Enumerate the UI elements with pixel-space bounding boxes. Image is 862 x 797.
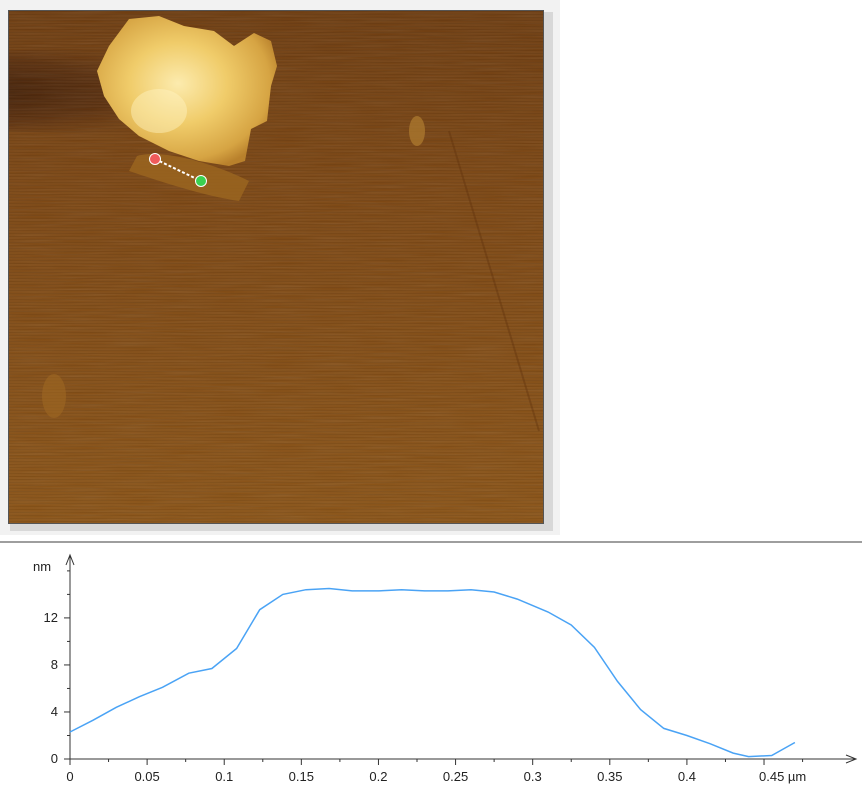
x-axis-arrow [845, 754, 858, 764]
x-tick-label: 0 [66, 769, 73, 784]
x-tick-label: 0.05 [134, 769, 159, 784]
chart-axes [65, 553, 858, 764]
x-tick-label: 0.4 [678, 769, 696, 784]
image-shadow-right [543, 12, 553, 528]
surface-scratch [448, 130, 540, 432]
image-shadow-bottom [10, 523, 553, 531]
y-tick-label: 8 [51, 657, 58, 672]
scan-lines [9, 11, 543, 523]
flake-highlight [131, 89, 187, 133]
profile-start-marker[interactable] [149, 153, 161, 165]
surface-bump [42, 374, 66, 418]
y-axis-label: nm [33, 559, 51, 574]
profile-line[interactable] [154, 158, 202, 182]
flake-step [129, 153, 249, 201]
x-tick-label: 0.25 [443, 769, 468, 784]
x-tick-label: 0.15 [289, 769, 314, 784]
panel-divider [0, 541, 862, 543]
profile-series-line [69, 587, 796, 758]
particle-flake [97, 16, 277, 166]
profile-end-marker[interactable] [195, 175, 207, 187]
y-tick-label: 4 [51, 704, 58, 719]
y-tick-label: 0 [51, 751, 58, 766]
x-tick-label: 0.3 [524, 769, 542, 784]
x-tick-label: 0.1 [215, 769, 233, 784]
small-particle [409, 116, 425, 146]
x-tick-label: 0.45 µm [759, 769, 806, 784]
y-axis-arrow [65, 553, 75, 566]
afm-height-image[interactable] [8, 10, 544, 524]
x-tick-label: 0.2 [369, 769, 387, 784]
y-tick-label: 12 [44, 610, 58, 625]
afm-image-panel [0, 0, 560, 535]
chart-ticks: 0 4 8 12 0 0.05 0.1 0.15 0.2 0.25 0.3 0.35 0.4 0.45 µ… [44, 570, 806, 784]
x-tick-label: 0.35 [597, 769, 622, 784]
height-profile-chart: 0 4 8 12 0 0.05 0.1 0.15 0.2 0.25 0.3 0.35 0.4 0.45 µ… [33, 553, 858, 784]
